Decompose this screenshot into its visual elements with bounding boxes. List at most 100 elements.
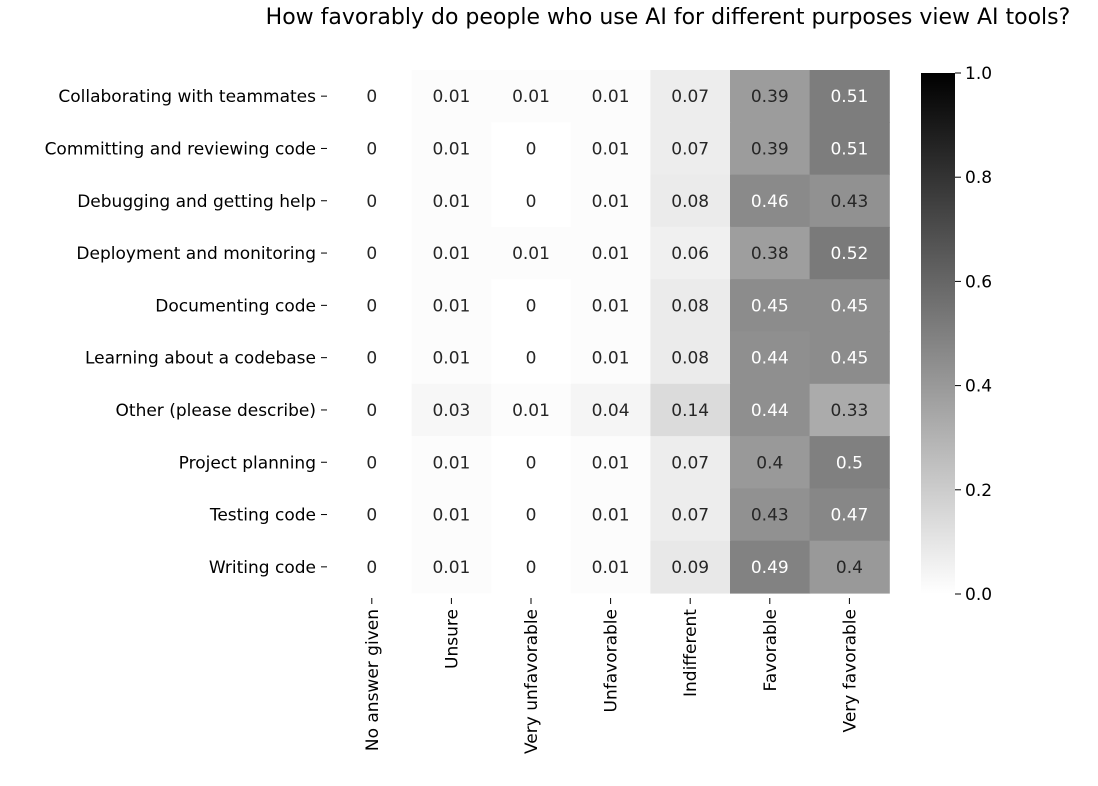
cell-value-label: 0.4 — [756, 453, 783, 473]
cell-value-label: 0.03 — [432, 401, 470, 421]
cell-value-label: 0.01 — [592, 558, 630, 578]
heatmap-cell — [411, 226, 492, 280]
cell-value-label: 0 — [526, 453, 537, 473]
heatmap-cell — [570, 122, 651, 176]
column-label: Indifferent — [681, 609, 701, 697]
cell-value-label: 0.01 — [432, 139, 470, 159]
cell-value-label: 0.51 — [830, 139, 868, 159]
cell-value-label: 0 — [526, 139, 537, 159]
row-labels: Collaborating with teammates Committing a… — [45, 87, 327, 578]
heatmap-cell — [491, 488, 572, 542]
heatmap-cell — [570, 70, 651, 123]
column-label: Favorable — [761, 609, 781, 691]
heatmap-cell — [491, 383, 572, 437]
heatmap-cell — [332, 383, 413, 437]
cell-value-label: 0.51 — [830, 87, 868, 107]
heatmap-cell — [650, 174, 731, 228]
cell-value-label: 0.44 — [751, 349, 789, 369]
cell-value-label: 0 — [366, 192, 377, 212]
cell-value-label: 0 — [366, 453, 377, 473]
cell-value-label: 0.01 — [432, 244, 470, 264]
heatmap-cell — [650, 436, 731, 489]
cell-value-label: 0.01 — [592, 453, 630, 473]
cell-value-label: 0.01 — [432, 349, 470, 369]
heatmap-cell — [809, 174, 890, 228]
cell-value-label: 0.08 — [671, 296, 709, 316]
heatmap-cell — [730, 174, 811, 228]
heatmap-cell — [491, 174, 572, 228]
cell-value-label: 0.01 — [592, 87, 630, 107]
cell-value-label: 0.01 — [592, 506, 630, 526]
cell-value-label: 0 — [366, 506, 377, 526]
heatmap-cell — [809, 383, 890, 437]
cell-value-label: 0 — [366, 296, 377, 316]
cell-value-label: 0 — [366, 139, 377, 159]
heatmap-cell — [411, 540, 492, 594]
heatmap-cell — [491, 279, 572, 333]
colorbar-tick-label: 0.4 — [965, 377, 992, 397]
cell-value-label: 0.01 — [592, 349, 630, 369]
heatmap-cell — [809, 436, 890, 489]
heatmap-cell — [570, 174, 651, 228]
cell-value-label: 0.33 — [830, 401, 868, 421]
cell-value-label: 0 — [366, 87, 377, 107]
cell-value-label: 0.01 — [512, 401, 550, 421]
heatmap-cell — [570, 331, 651, 385]
colorbar-tick-label: 1.0 — [965, 64, 992, 84]
cell-value-label: 0.04 — [592, 401, 630, 421]
heatmap-cell — [730, 436, 811, 489]
heatmap-cell — [730, 279, 811, 333]
heatmap-cell — [650, 331, 731, 385]
cell-value-label: 0 — [366, 349, 377, 369]
cell-value-label: 0.47 — [830, 506, 868, 526]
heatmap-cell — [809, 122, 890, 176]
row-label: Learning about a codebase — [85, 349, 316, 369]
cell-value-label: 0.07 — [671, 506, 709, 526]
column-labels: No answer given Unsure Very unfavorable Unf… — [363, 598, 860, 754]
heatmap-cell — [570, 488, 651, 542]
cell-value-label: 0 — [526, 558, 537, 578]
cell-value-label: 0.14 — [671, 401, 709, 421]
cell-value-label: 0.39 — [751, 139, 789, 159]
heatmap-cell — [650, 70, 731, 123]
heatmap-cell — [809, 70, 890, 123]
cell-value-label: 0.45 — [751, 296, 789, 316]
heatmap-cell — [570, 383, 651, 437]
column-label: Very unfavorable — [522, 609, 542, 754]
column-label: Very favorable — [840, 609, 860, 732]
cell-value-label: 0.43 — [830, 192, 868, 212]
heatmap-cell — [411, 436, 492, 489]
row-label: Collaborating with teammates — [58, 87, 316, 107]
row-label: Documenting code — [155, 296, 316, 316]
cell-value-label: 0.01 — [432, 506, 470, 526]
heatmap-cell — [650, 122, 731, 176]
cell-value-label: 0.45 — [830, 349, 868, 369]
cell-value-label: 0.52 — [830, 244, 868, 264]
row-label: Other (please describe) — [116, 401, 316, 421]
heatmap-cell — [411, 70, 492, 123]
chart-title: How favorably do people who use AI for d… — [266, 5, 1071, 30]
cell-value-label: 0 — [366, 401, 377, 421]
heatmap-cell — [650, 383, 731, 437]
heatmap-cell — [570, 226, 651, 280]
column-label: Unsure — [442, 609, 462, 669]
heatmap-cell — [809, 226, 890, 280]
cell-value-label: 0.01 — [432, 296, 470, 316]
heatmap-cell — [809, 488, 890, 542]
heatmap-cell — [730, 122, 811, 176]
cell-value-label: 0.44 — [751, 401, 789, 421]
heatmap-cell — [809, 540, 890, 594]
cell-value-label: 0.06 — [671, 244, 709, 264]
heatmap-cell — [411, 279, 492, 333]
heatmap-cell — [332, 174, 413, 228]
heatmap-cell — [650, 226, 731, 280]
heatmap-cell — [332, 488, 413, 542]
heatmap-cell — [570, 279, 651, 333]
cell-value-label: 0 — [526, 349, 537, 369]
column-label: Unfavorable — [602, 609, 622, 712]
heatmap-cell — [570, 436, 651, 489]
heatmap-cell — [491, 122, 572, 176]
cell-value-label: 0.01 — [432, 558, 470, 578]
cell-value-label: 0.01 — [512, 244, 550, 264]
cell-value-label: 0.45 — [830, 296, 868, 316]
